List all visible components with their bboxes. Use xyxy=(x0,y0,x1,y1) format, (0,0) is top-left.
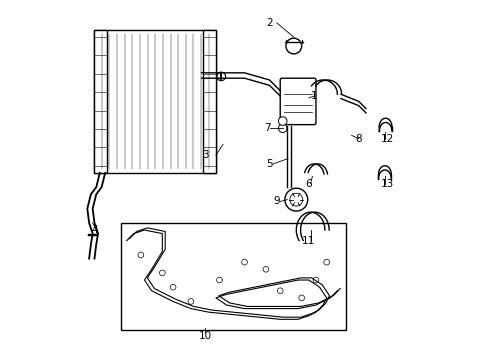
Circle shape xyxy=(217,72,225,81)
Text: 7: 7 xyxy=(264,123,270,133)
Bar xyxy=(203,30,216,173)
Bar xyxy=(94,30,107,173)
Circle shape xyxy=(241,259,247,265)
Circle shape xyxy=(285,38,301,54)
Circle shape xyxy=(298,295,304,301)
Circle shape xyxy=(323,259,329,265)
FancyBboxPatch shape xyxy=(280,78,315,125)
Bar xyxy=(121,223,346,330)
Text: 3: 3 xyxy=(202,150,208,160)
Text: 6: 6 xyxy=(305,179,311,189)
Text: 1: 1 xyxy=(310,91,317,101)
Circle shape xyxy=(289,193,302,206)
Text: 4: 4 xyxy=(91,225,98,235)
Circle shape xyxy=(278,124,286,132)
Circle shape xyxy=(188,298,193,304)
Text: 8: 8 xyxy=(355,134,362,144)
Circle shape xyxy=(138,252,143,258)
Bar xyxy=(94,30,216,173)
Circle shape xyxy=(170,284,176,290)
Text: 9: 9 xyxy=(273,197,280,206)
Text: 13: 13 xyxy=(380,179,393,189)
Circle shape xyxy=(263,266,268,272)
Text: 12: 12 xyxy=(380,134,393,144)
Text: 5: 5 xyxy=(265,159,272,169)
Circle shape xyxy=(277,288,283,294)
Circle shape xyxy=(278,117,286,125)
Text: 10: 10 xyxy=(198,332,211,342)
Text: 11: 11 xyxy=(302,236,315,246)
Circle shape xyxy=(312,277,318,283)
Circle shape xyxy=(216,277,222,283)
Text: 2: 2 xyxy=(265,18,272,28)
Circle shape xyxy=(285,188,307,211)
Circle shape xyxy=(159,270,165,276)
